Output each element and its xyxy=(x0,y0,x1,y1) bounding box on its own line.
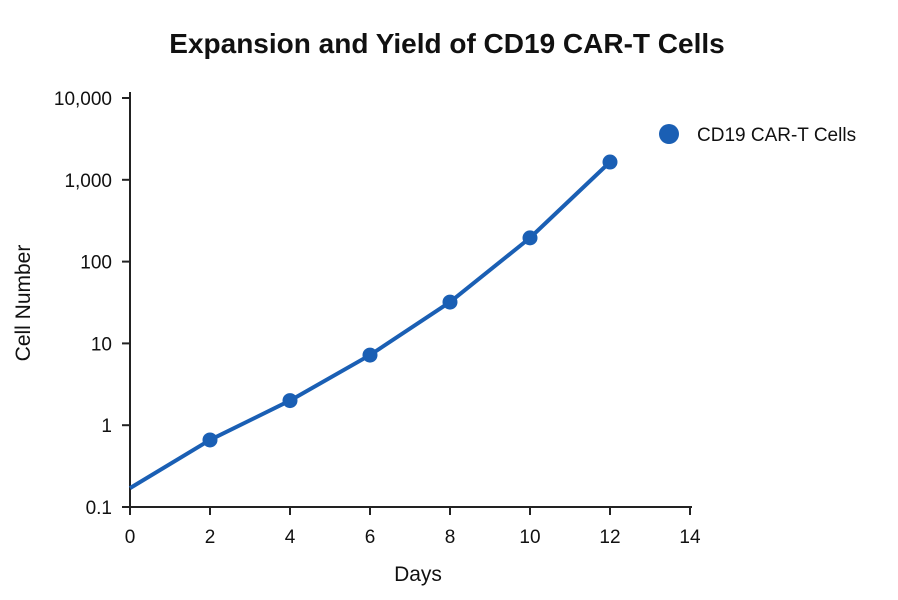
data-point xyxy=(522,230,538,246)
data-point xyxy=(282,393,298,409)
data-point xyxy=(442,294,458,310)
chart-title: Expansion and Yield of CD19 CAR-T Cells xyxy=(169,28,724,59)
data-point xyxy=(362,347,378,363)
x-tick-label: 6 xyxy=(365,527,376,548)
legend: CD19 CAR-T Cells xyxy=(659,124,856,146)
x-tick-label: 2 xyxy=(205,527,216,548)
legend-label: CD19 CAR-T Cells xyxy=(697,125,856,146)
data-point xyxy=(202,432,218,448)
legend-marker xyxy=(659,124,679,144)
x-tick-label: 10 xyxy=(519,527,540,548)
y-tick-label: 1,000 xyxy=(64,171,112,192)
y-tick-label: 1 xyxy=(101,416,112,437)
y-tick-label: 0.1 xyxy=(86,498,112,519)
x-tick-label: 4 xyxy=(285,527,296,548)
x-tick-label: 14 xyxy=(679,527,701,548)
series-line xyxy=(128,160,612,490)
x-tick-label: 8 xyxy=(445,527,456,548)
data-point xyxy=(602,154,618,170)
y-tick-label: 10,000 xyxy=(54,89,112,110)
y-tick-label: 10 xyxy=(91,334,112,355)
x-tick-label: 0 xyxy=(125,527,136,548)
y-tick-label: 100 xyxy=(80,253,112,274)
x-tick-label: 12 xyxy=(599,527,620,548)
x-axis-label: Days xyxy=(394,563,442,586)
y-axis-label: Cell Number xyxy=(12,245,35,362)
